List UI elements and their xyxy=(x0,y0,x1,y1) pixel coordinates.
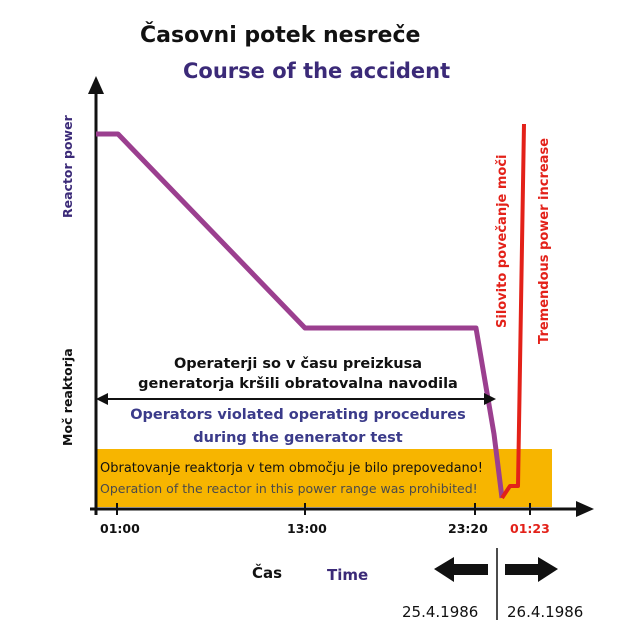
y-axis-label-sl: Moč reaktorja xyxy=(60,348,75,446)
violation-span-left-arrow xyxy=(96,393,108,405)
prohibited-text-en: Operation of the reactor in this power r… xyxy=(100,481,478,496)
x-axis-arrowhead xyxy=(576,501,594,517)
surge-label-sl: Silovito povečanje moči xyxy=(495,154,510,328)
y-axis-label-en: Reactor power xyxy=(60,114,75,218)
date-right: 26.4.1986 xyxy=(507,603,583,621)
y-axis-arrowhead xyxy=(88,76,104,94)
x-axis-label-en: Time xyxy=(327,566,368,584)
left-block-arrow xyxy=(434,557,488,582)
prohibited-text-sl: Obratovanje reaktorja v tem območju je b… xyxy=(100,461,483,476)
title-english: Course of the accident xyxy=(183,59,450,83)
tick-label-2320: 23:20 xyxy=(448,521,488,536)
tick-label-0100: 01:00 xyxy=(100,521,140,536)
title-slovene: Časovni potek nesreče xyxy=(140,22,420,48)
power-surge-line xyxy=(500,123,526,500)
operators-note-en-line2: during the generator test xyxy=(193,430,403,446)
tick-label-0123: 01:23 xyxy=(510,521,550,536)
x-axis-label-sl: Čas xyxy=(252,563,282,582)
operators-note-sl-line1: Operaterji so v času preizkusa xyxy=(174,356,422,372)
violation-span-right-arrow xyxy=(484,393,496,405)
operators-note-sl-line2: generatorja kršili obratovalna navodila xyxy=(138,376,458,392)
operators-note-en-line1: Operators violated operating procedures xyxy=(130,407,466,423)
date-left: 25.4.1986 xyxy=(402,603,478,621)
tick-label-1300: 13:00 xyxy=(287,521,327,536)
prohibited-zone xyxy=(96,449,552,507)
right-block-arrow xyxy=(505,557,558,582)
surge-label-en: Tremendous power increase xyxy=(537,138,552,344)
power-line xyxy=(96,131,505,499)
